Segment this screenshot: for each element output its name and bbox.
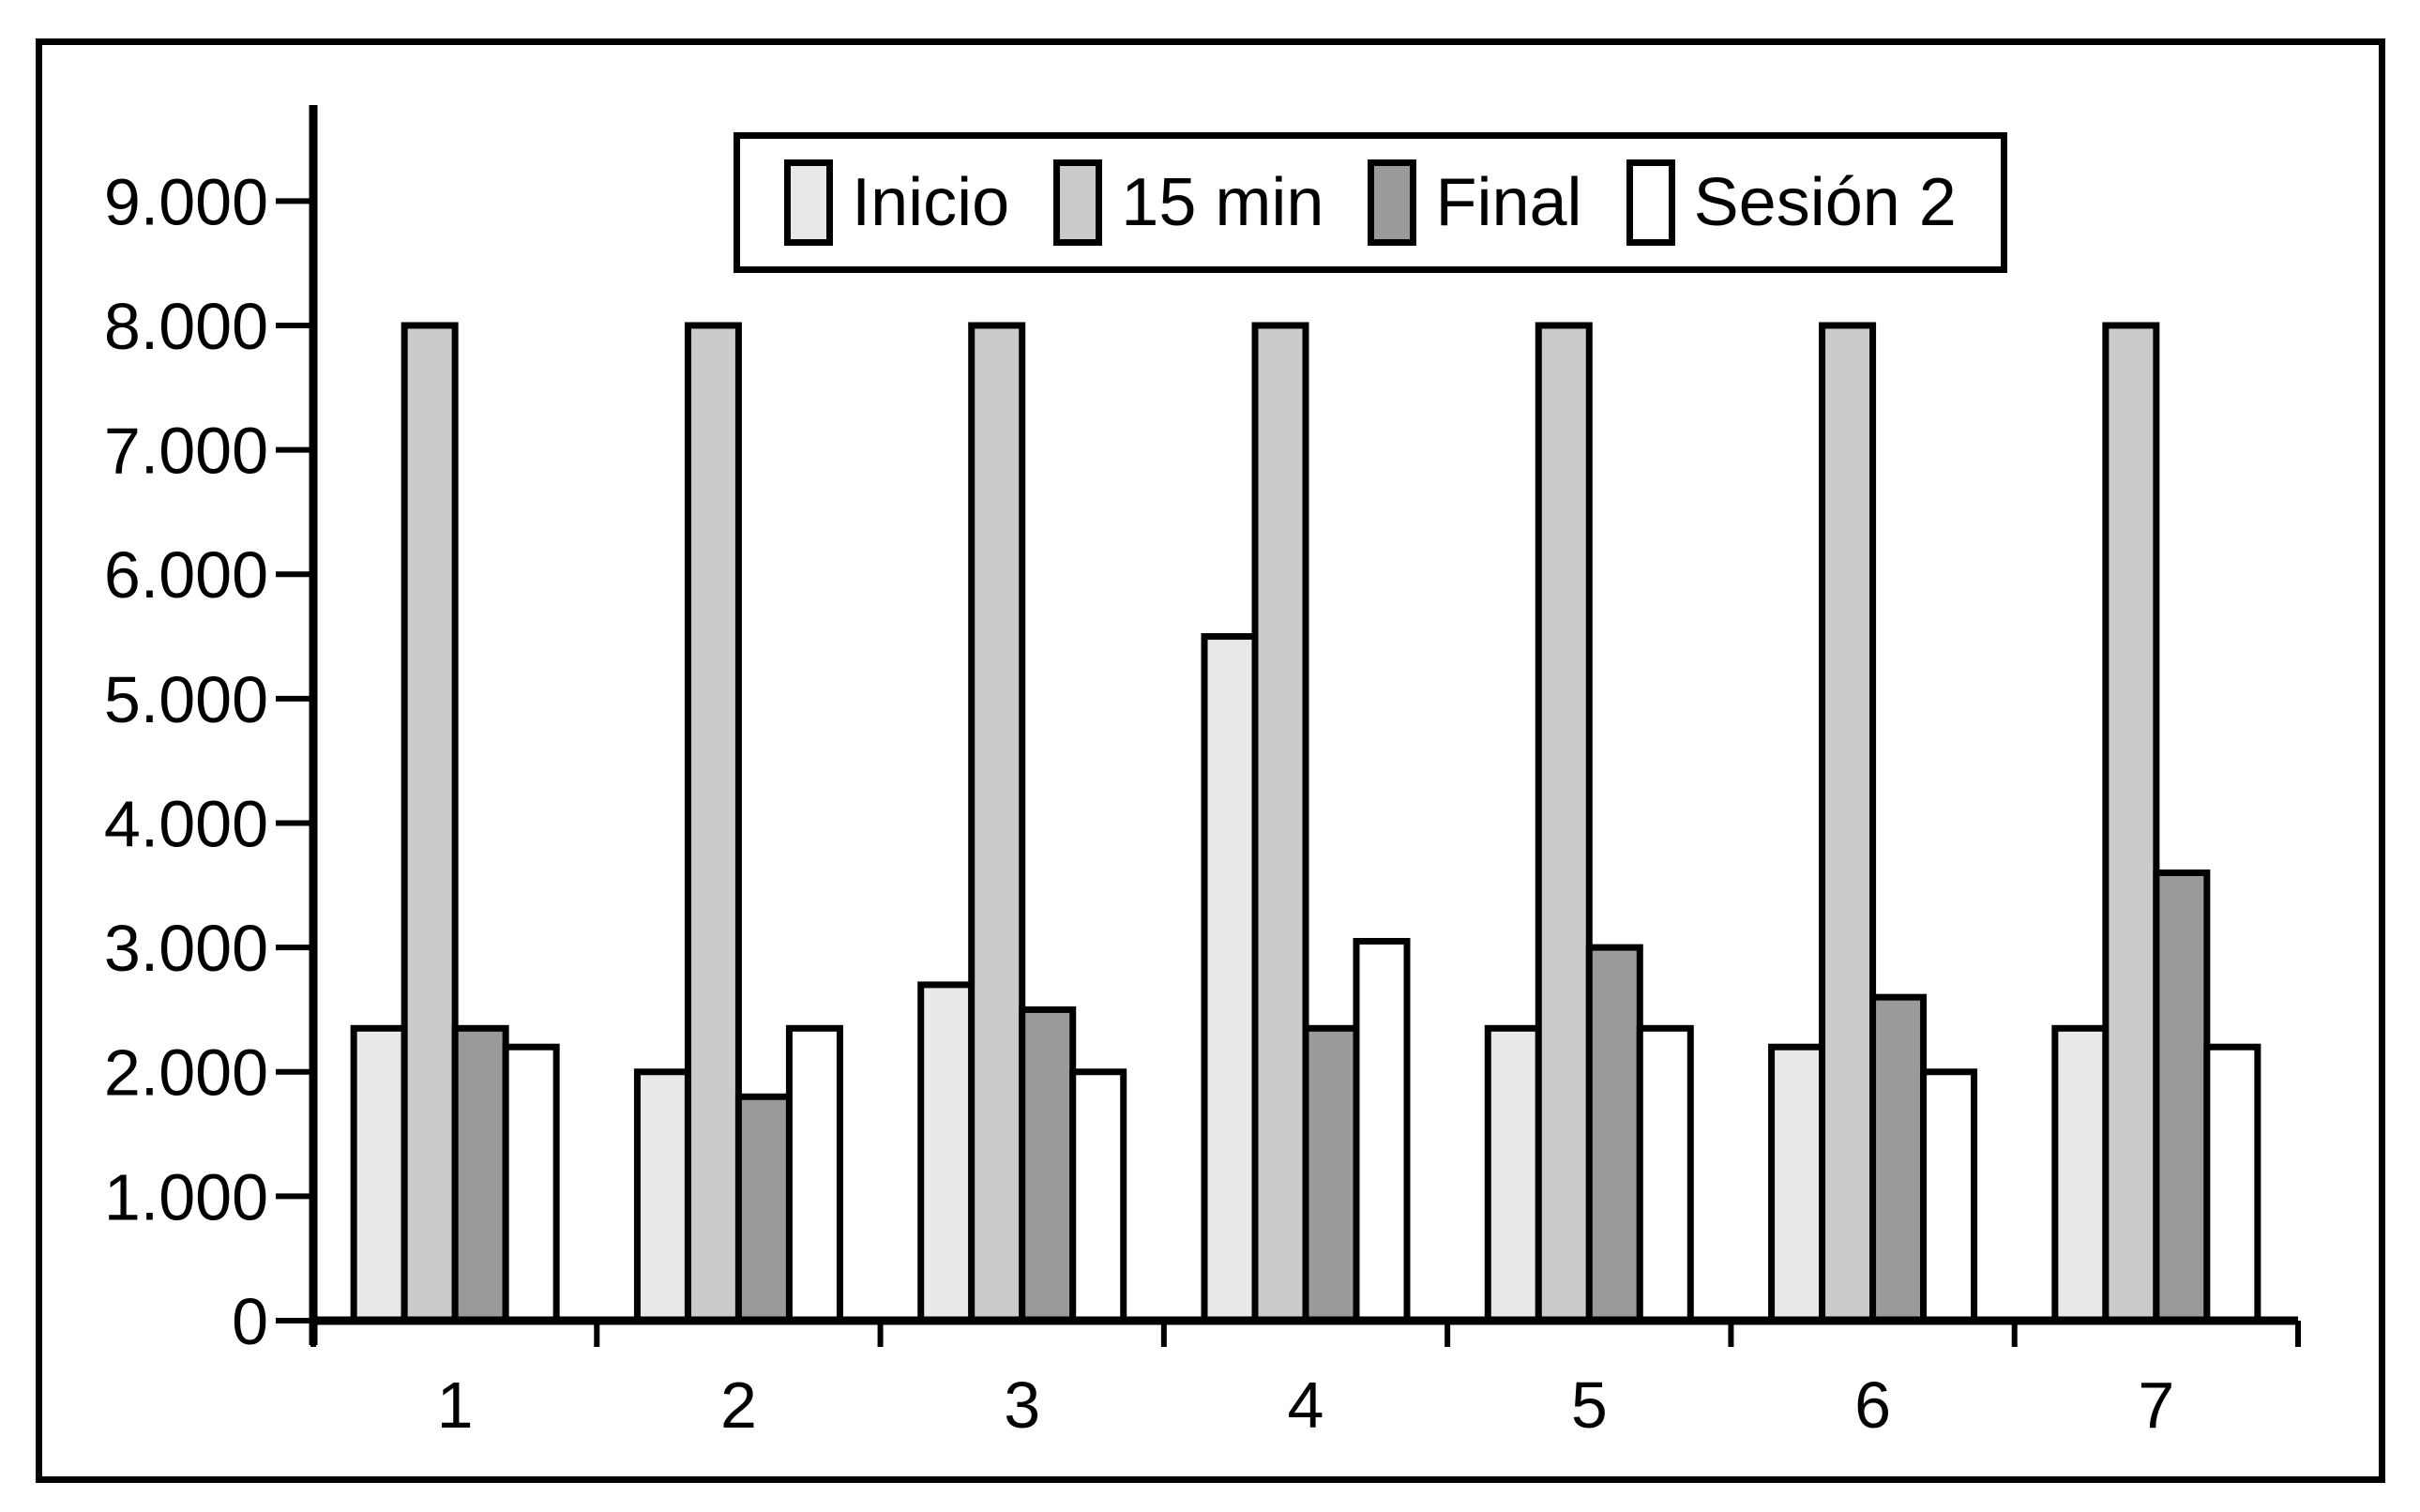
bar-final-4 [1302,1024,1360,1324]
bar-sesión-2-2 [785,1024,843,1324]
x-category-label: 1 [437,1368,474,1442]
x-category-label: 4 [1288,1368,1324,1442]
legend-label: Final [1435,165,1582,240]
bar-inicio-3 [917,981,976,1324]
figure-border [36,38,2385,1483]
bar-15-min-4 [1251,322,1309,1324]
y-tick-label: 5.000 [104,663,268,736]
bar-final-1 [451,1024,509,1324]
bar-15-min-3 [968,322,1026,1324]
bar-final-6 [1869,993,1928,1324]
bar-final-3 [1019,1005,1077,1324]
legend-swatch-icon [784,159,834,246]
bar-15-min-5 [1535,322,1593,1324]
bar-inicio-4 [1201,633,1259,1324]
bar-15-min-2 [684,322,742,1324]
bar-final-5 [1585,944,1643,1324]
y-tick-label: 6.000 [104,538,268,612]
bar-inicio-5 [1484,1024,1542,1324]
bar-inicio-1 [350,1024,408,1324]
legend-swatch-icon [1053,159,1103,246]
bar-15-min-7 [2102,322,2160,1324]
bar-sesión-2-3 [1069,1068,1127,1324]
x-category-label: 7 [2138,1368,2174,1442]
legend-entry-sesión-2: Sesión 2 [1626,159,1957,246]
legend-entry-inicio: Inicio [784,159,1009,246]
y-tick-label: 3.000 [104,912,268,985]
bar-sesión-2-4 [1353,937,1411,1324]
x-category-label: 2 [720,1368,757,1442]
legend: Inicio 15 min Final Sesión 2 [734,132,2007,273]
y-tick-label: 9.000 [104,165,268,238]
bar-inicio-7 [2051,1024,2110,1324]
legend-swatch-icon [1626,159,1675,246]
bar-sesión-2-6 [1920,1068,1978,1324]
bar-sesión-2-7 [2203,1043,2261,1324]
y-tick-label: 7.000 [104,415,268,488]
x-category-label: 3 [1004,1368,1040,1442]
x-category-label: 6 [1854,1368,1891,1442]
bar-inicio-6 [1768,1043,1826,1324]
y-tick-label: 0 [232,1285,268,1358]
x-category-label: 5 [1571,1368,1608,1442]
legend-label: Inicio [852,165,1010,240]
y-tick-label: 1.000 [104,1160,268,1233]
bar-15-min-6 [1819,322,1877,1324]
bar-inicio-2 [633,1068,691,1324]
legend-swatch-icon [1368,159,1417,246]
bar-final-2 [734,1093,793,1324]
bar-15-min-1 [401,322,459,1324]
y-tick-label: 8.000 [104,290,268,363]
legend-entry-final: Final [1368,159,1582,246]
bar-sesión-2-1 [502,1043,560,1324]
bar-sesión-2-5 [1636,1024,1694,1324]
y-tick-label: 2.000 [104,1036,268,1110]
legend-entry-15-min: 15 min [1053,159,1323,246]
legend-label: Sesión 2 [1693,165,1957,240]
y-tick-label: 4.000 [104,787,268,860]
legend-label: 15 min [1121,165,1324,240]
bar-final-7 [2153,869,2211,1324]
